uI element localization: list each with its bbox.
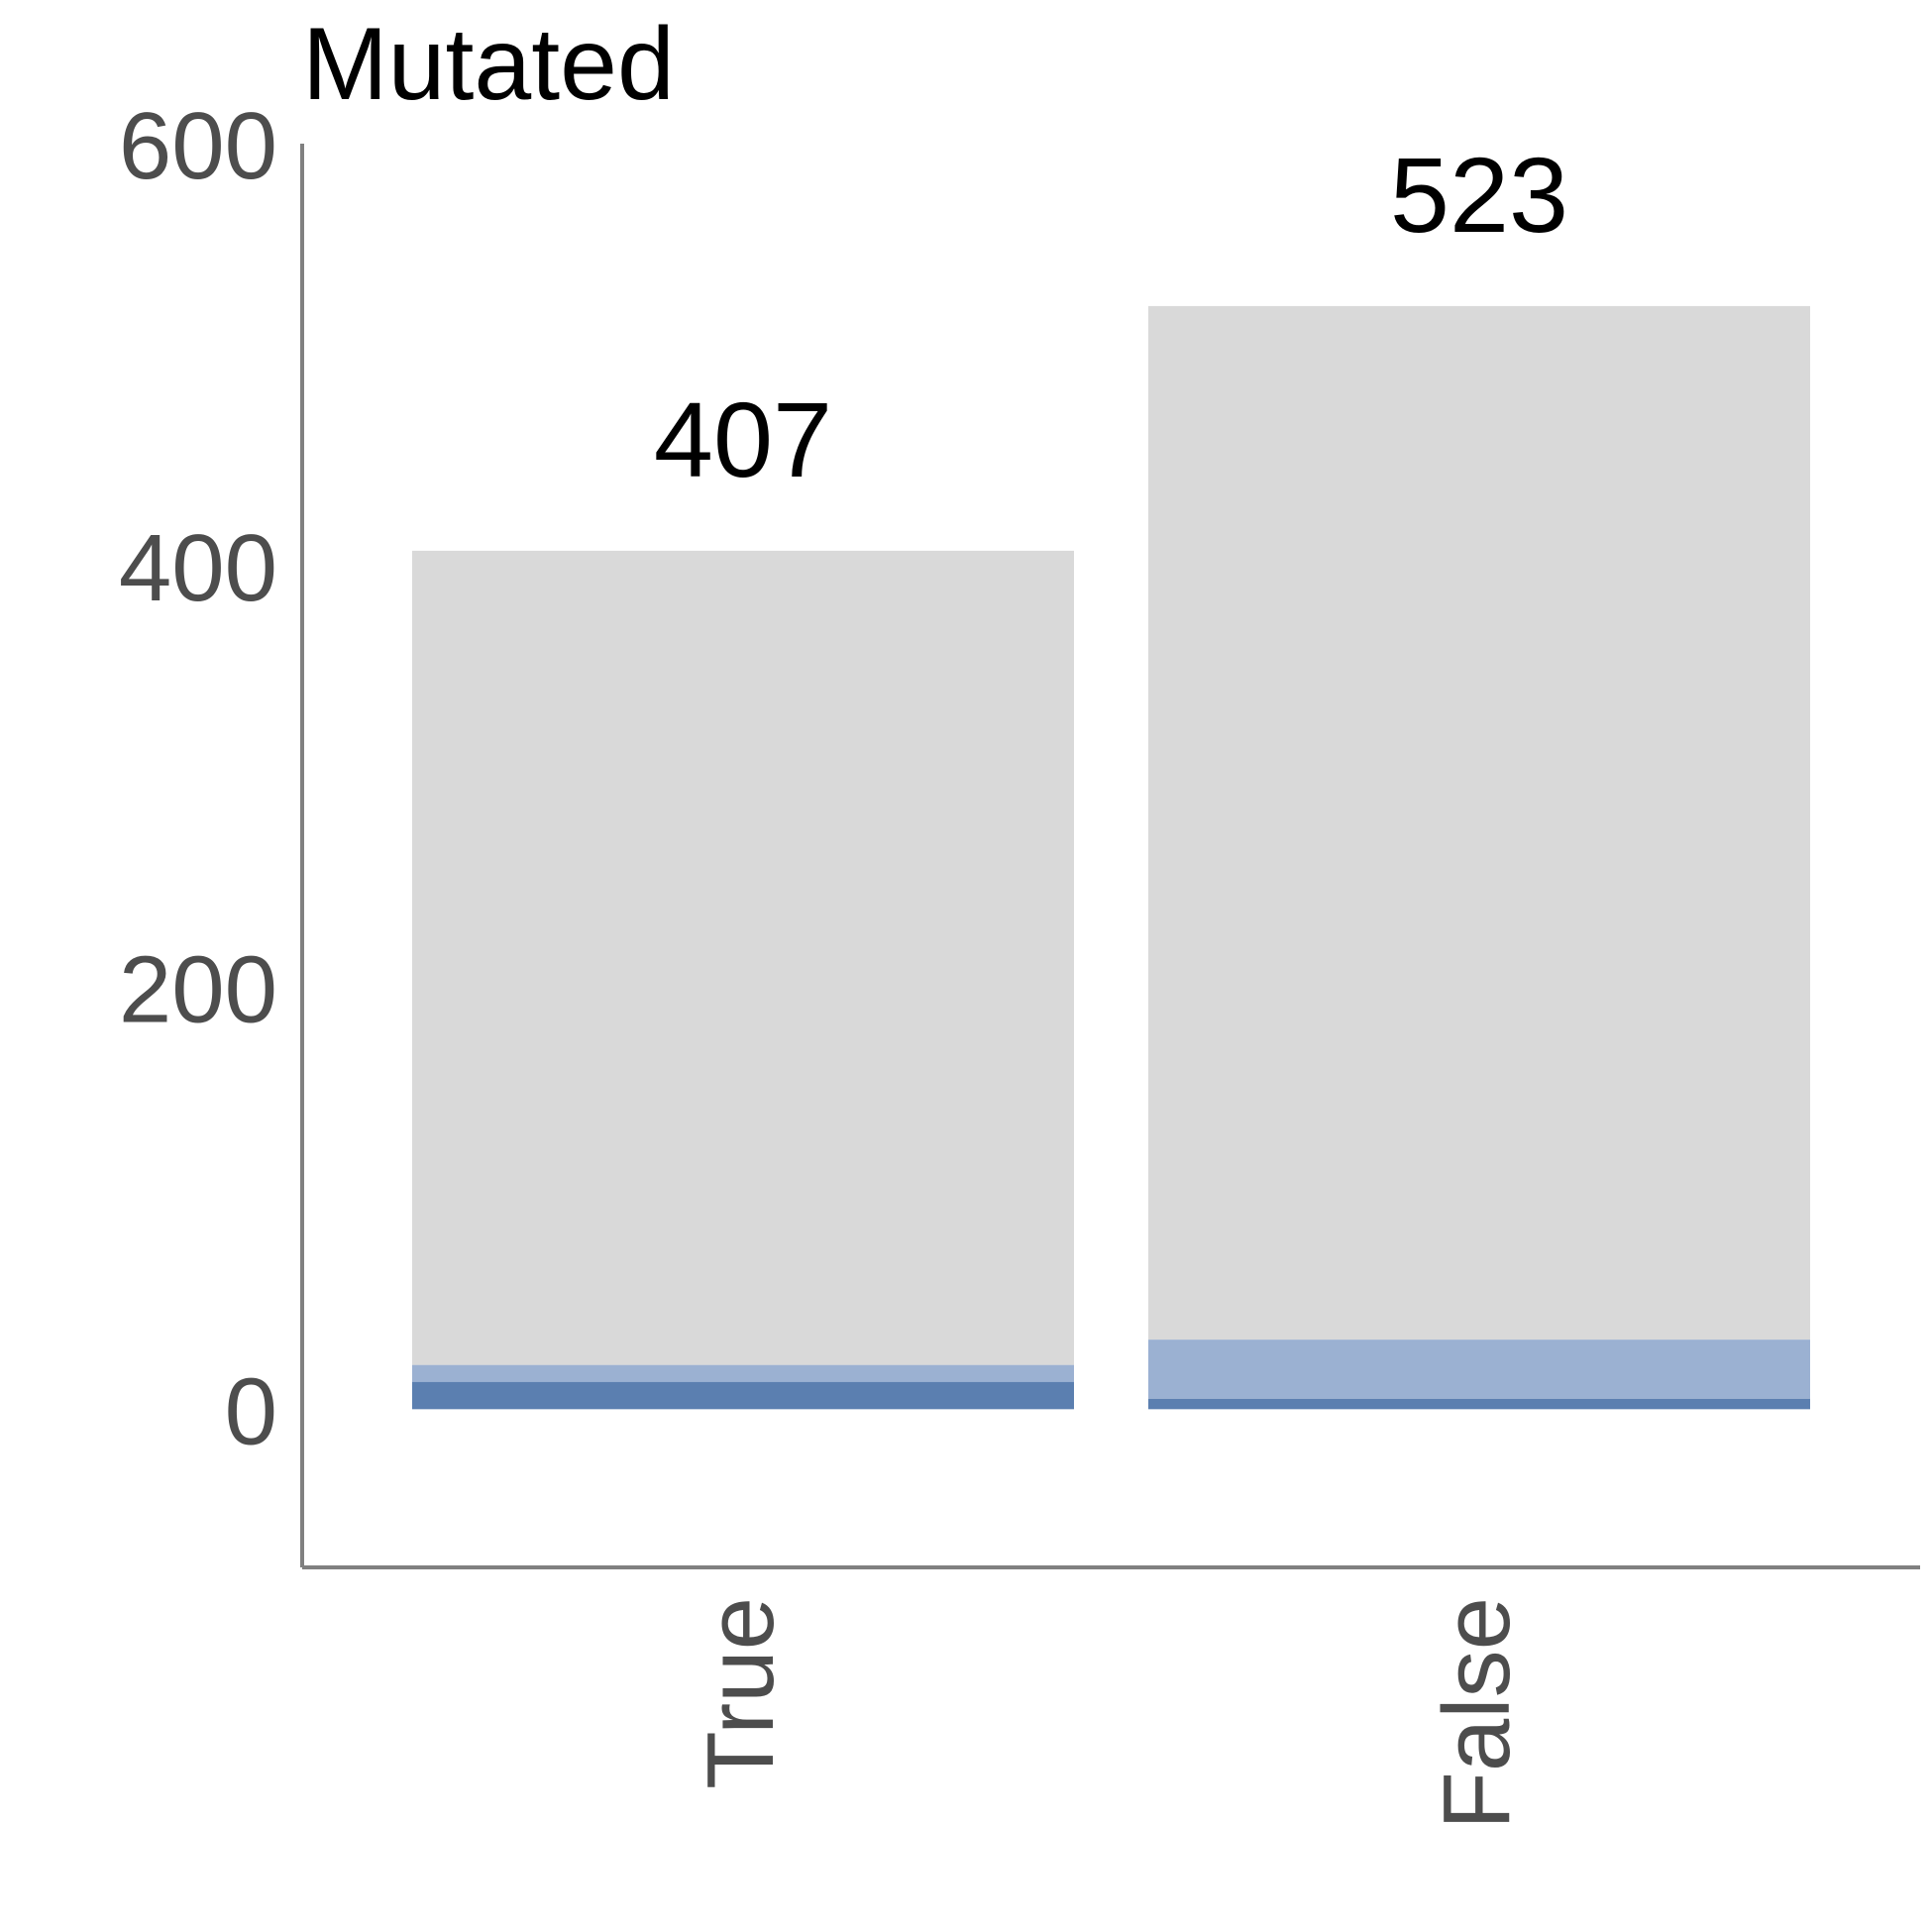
bar-segment <box>1148 1340 1810 1399</box>
bar-segment <box>1148 305 1810 1341</box>
bar-total-label: 407 <box>654 379 832 499</box>
y-tick-label: 600 <box>119 93 277 199</box>
x-tick-label: False <box>1424 1597 1530 1830</box>
y-tick-label: 0 <box>225 1358 277 1464</box>
bar-total-label: 523 <box>1390 135 1568 255</box>
plot-area: 0 200 400 600 407 True 523 False <box>119 93 1920 1830</box>
y-tick-label: 400 <box>119 515 277 621</box>
bar-segment <box>412 1364 1074 1382</box>
chart-title: Mutated <box>302 7 675 122</box>
bar-segment <box>412 550 1074 1365</box>
x-tick-label: True <box>688 1597 794 1789</box>
bar-segment <box>1148 1398 1810 1410</box>
y-tick-label: 200 <box>119 937 277 1043</box>
bar-segment <box>412 1381 1074 1410</box>
